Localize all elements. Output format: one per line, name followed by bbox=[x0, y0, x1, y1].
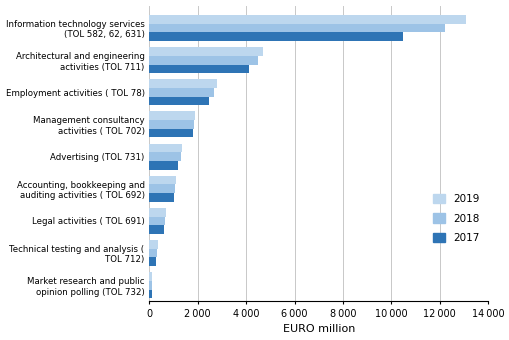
Bar bbox=[149, 129, 192, 137]
Bar bbox=[149, 47, 263, 56]
Bar bbox=[149, 32, 403, 41]
Bar bbox=[149, 65, 248, 73]
Bar bbox=[149, 120, 194, 129]
Bar bbox=[149, 79, 217, 88]
Bar bbox=[149, 24, 444, 32]
X-axis label: EURO million: EURO million bbox=[282, 324, 354, 335]
Bar bbox=[149, 193, 173, 202]
Bar bbox=[149, 152, 181, 161]
Bar bbox=[149, 249, 157, 257]
Bar bbox=[149, 176, 176, 184]
Legend: 2019, 2018, 2017: 2019, 2018, 2017 bbox=[429, 191, 482, 246]
Bar bbox=[149, 281, 152, 290]
Bar bbox=[149, 161, 178, 170]
Bar bbox=[149, 112, 195, 120]
Bar bbox=[149, 225, 163, 234]
Bar bbox=[149, 257, 156, 266]
Bar bbox=[149, 272, 152, 281]
Bar bbox=[149, 184, 175, 193]
Bar bbox=[149, 143, 182, 152]
Bar bbox=[149, 88, 213, 97]
Bar bbox=[149, 97, 208, 105]
Bar bbox=[149, 240, 158, 249]
Bar bbox=[149, 217, 164, 225]
Bar bbox=[149, 15, 465, 24]
Bar bbox=[149, 290, 152, 298]
Bar bbox=[149, 208, 165, 217]
Bar bbox=[149, 56, 258, 65]
